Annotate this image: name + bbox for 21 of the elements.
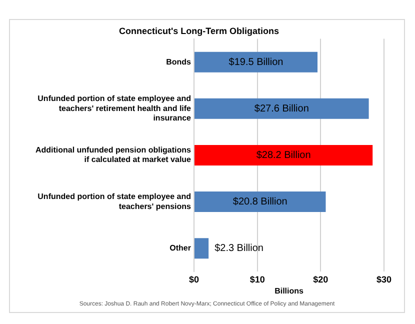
- data-label: $20.8 Billion: [232, 196, 288, 208]
- bar: [194, 98, 369, 119]
- bar: [194, 52, 318, 72]
- data-label: $28.2 Billion: [256, 150, 311, 161]
- y-tick-label: Other: [170, 244, 191, 253]
- bar: [194, 238, 209, 259]
- x-axis-title: Billions: [274, 286, 304, 296]
- x-tick-label: $30: [376, 274, 392, 284]
- x-tick-label: $20: [313, 274, 328, 284]
- y-tick-label: Bonds: [166, 57, 192, 66]
- bar: [194, 192, 326, 212]
- x-tick-label: $0: [188, 274, 200, 284]
- y-tick-label: Unfunded portion of state employee and teachers' pensions: [38, 192, 192, 211]
- y-tick-label: Additional unfunded pension obligations if calculated at market value: [35, 146, 192, 164]
- chart-title: Connecticut's Long-Term Obligations: [119, 26, 279, 36]
- data-label: $19.5 Billion: [228, 56, 284, 68]
- bar: [194, 144, 373, 166]
- data-label: $2.3 Billion: [214, 243, 264, 254]
- data-label: $27.6 Billion: [254, 103, 309, 114]
- y-tick-label: Unfunded portion of state employee and teachers' retirement health and life insurance: [38, 94, 192, 122]
- x-tick-label: $10: [250, 274, 265, 284]
